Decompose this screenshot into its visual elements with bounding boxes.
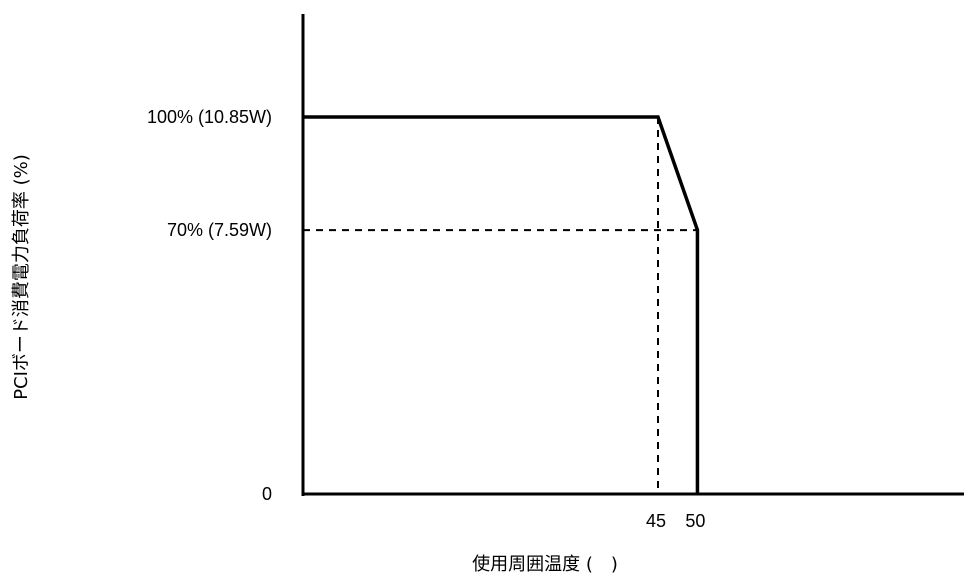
series-line-0 xyxy=(303,115,700,494)
y-axis-label: PCIボード消費電力負荷率 (%) xyxy=(11,154,32,400)
x-tick-labels: 45 50 xyxy=(646,511,705,531)
x-axis-label: 使用周囲温度 ( ) xyxy=(472,554,618,575)
x-tick-label-0: 45 xyxy=(646,511,666,531)
series-group xyxy=(302,115,700,495)
y-tick-labels: 0 70% (7.59W) 100% (10.85W) xyxy=(147,107,272,504)
y-tick-label-1: 70% (7.59W) xyxy=(167,220,272,240)
axes xyxy=(301,14,964,496)
y-tick-label-0: 0 xyxy=(262,484,272,504)
x-tick-label-1: 50 xyxy=(685,511,705,531)
y-tick-label-2: 100% (10.85W) xyxy=(147,107,272,127)
reference-lines xyxy=(303,117,698,494)
